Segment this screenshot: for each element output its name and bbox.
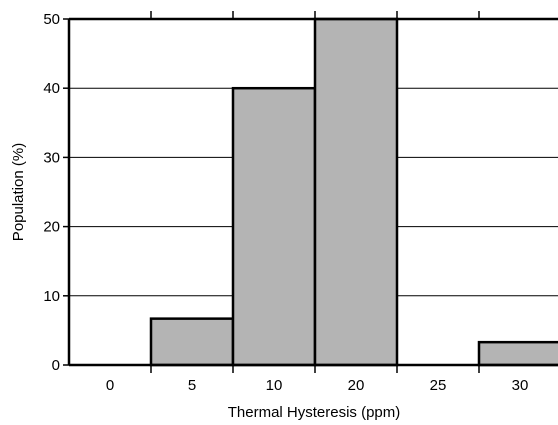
axes xyxy=(63,11,558,373)
x-tick-label: 5 xyxy=(188,377,196,394)
bars xyxy=(149,17,558,367)
bar-20 xyxy=(313,17,399,367)
y-tick-label: 50 xyxy=(43,11,60,28)
x-tick-label: 30 xyxy=(512,377,529,394)
y-tick-label: 30 xyxy=(43,149,60,166)
y-tick-label: 10 xyxy=(43,288,60,305)
y-axis-title: Population (%) xyxy=(10,143,27,241)
bar-5 xyxy=(149,317,235,367)
x-axis-title: Thermal Hysteresis (ppm) xyxy=(228,404,401,421)
y-tick-label: 40 xyxy=(43,80,60,97)
tick-labels: 0 10 20 30 40 50 0 5 10 20 25 30 xyxy=(43,11,528,394)
y-tick-label: 0 xyxy=(52,357,60,374)
y-tick-label: 20 xyxy=(43,219,60,236)
x-tick-label: 25 xyxy=(430,377,447,394)
x-tick-label: 10 xyxy=(266,377,283,394)
bar-30 xyxy=(477,340,558,367)
x-tick-label: 0 xyxy=(106,377,114,394)
x-tick-label: 20 xyxy=(348,377,365,394)
bar-10 xyxy=(231,86,317,367)
